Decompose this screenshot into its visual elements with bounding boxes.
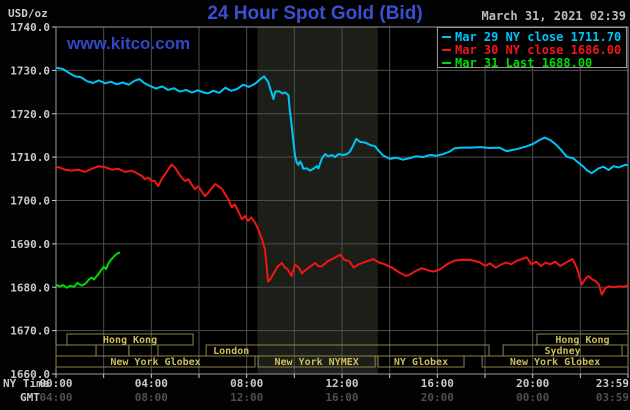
y-tick-label: 1720.0: [10, 108, 50, 121]
page-title: 24 Hour Spot Gold (Bid): [207, 3, 423, 24]
y-tick-label: 1670.0: [10, 325, 50, 338]
x-axis-label-gmt: 03:59: [596, 391, 629, 404]
ny-time-axis-caption: NY Time: [3, 377, 50, 390]
x-axis-label-gmt: 16:00: [325, 391, 358, 404]
session-box-new-york-globex: [481, 355, 629, 368]
session-label: Sydney: [545, 346, 581, 357]
chart-legend: Mar 29 NY close 1711.70 Mar 30 NY close 1…: [437, 27, 627, 70]
legend-item-label: Mar 29 NY close 1711.70: [455, 29, 622, 44]
session-label: Hong Kong: [103, 335, 157, 346]
y-tick-label: 1680.0: [10, 281, 50, 294]
x-axis-label-ny: 16:00: [421, 377, 454, 390]
x-axis-label-gmt: 20:00: [421, 391, 454, 404]
y-tick-label: 1700.0: [10, 195, 50, 208]
y-tick-label: 1660.0: [10, 368, 50, 381]
y-tick-label: 1690.0: [10, 238, 50, 251]
x-axis-label-gmt: 08:00: [135, 391, 168, 404]
chart-datetime: March 31, 2021 02:39: [481, 9, 627, 23]
x-axis-label-ny: 08:00: [230, 377, 263, 390]
legend-line-marker: [442, 48, 451, 51]
gmt-axis-caption: GMT: [20, 391, 40, 404]
legend-item-label: Mar 31 Last 1688.00: [455, 55, 593, 70]
x-axis-label-gmt: 04:00: [39, 391, 72, 404]
series-line-mar-30: [55, 163, 629, 296]
x-axis-label-ny: 12:00: [325, 377, 358, 390]
y-tick-label: 1710.0: [10, 151, 50, 164]
x-axis-label-gmt: 12:00: [230, 391, 263, 404]
x-axis-label-ny: 23:59: [596, 377, 629, 390]
kitco-watermark-link[interactable]: www.kitco.com: [67, 34, 191, 53]
session-box-ny-globex: [377, 355, 465, 368]
session-box-new-york-globex: [55, 355, 256, 368]
x-axis-label-ny: 04:00: [135, 377, 168, 390]
session-box-new-york-nymex: [257, 355, 376, 368]
series-line-mar-29: [56, 66, 629, 175]
x-axis-label-ny: 00:00: [39, 377, 72, 390]
legend-item-label: Mar 30 NY close 1686.00: [455, 42, 622, 57]
session-label: London: [213, 346, 249, 357]
y-axis-unit-label: USD/oz: [8, 7, 48, 20]
session-label: New York NYMEX: [274, 357, 358, 368]
session-label: New York Globex: [510, 357, 600, 368]
session-label: New York Globex: [110, 357, 200, 368]
legend-item-2: Mar 31 Last 1688.00: [441, 55, 626, 70]
y-tick-label: 1730.0: [10, 64, 50, 77]
y-tick-label: 1740.0: [10, 21, 50, 34]
legend-item-0: Mar 29 NY close 1711.70: [441, 29, 626, 44]
legend-line-marker: [442, 61, 451, 64]
series-line-mar-31: [56, 251, 121, 289]
x-axis-label-gmt: 00:00: [516, 391, 549, 404]
x-axis-label-ny: 20:00: [516, 377, 549, 390]
session-label: Hong Kong: [555, 335, 609, 346]
session-label: NY Globex: [394, 357, 448, 368]
legend-line-marker: [442, 35, 451, 38]
legend-item-1: Mar 30 NY close 1686.00: [441, 42, 626, 57]
